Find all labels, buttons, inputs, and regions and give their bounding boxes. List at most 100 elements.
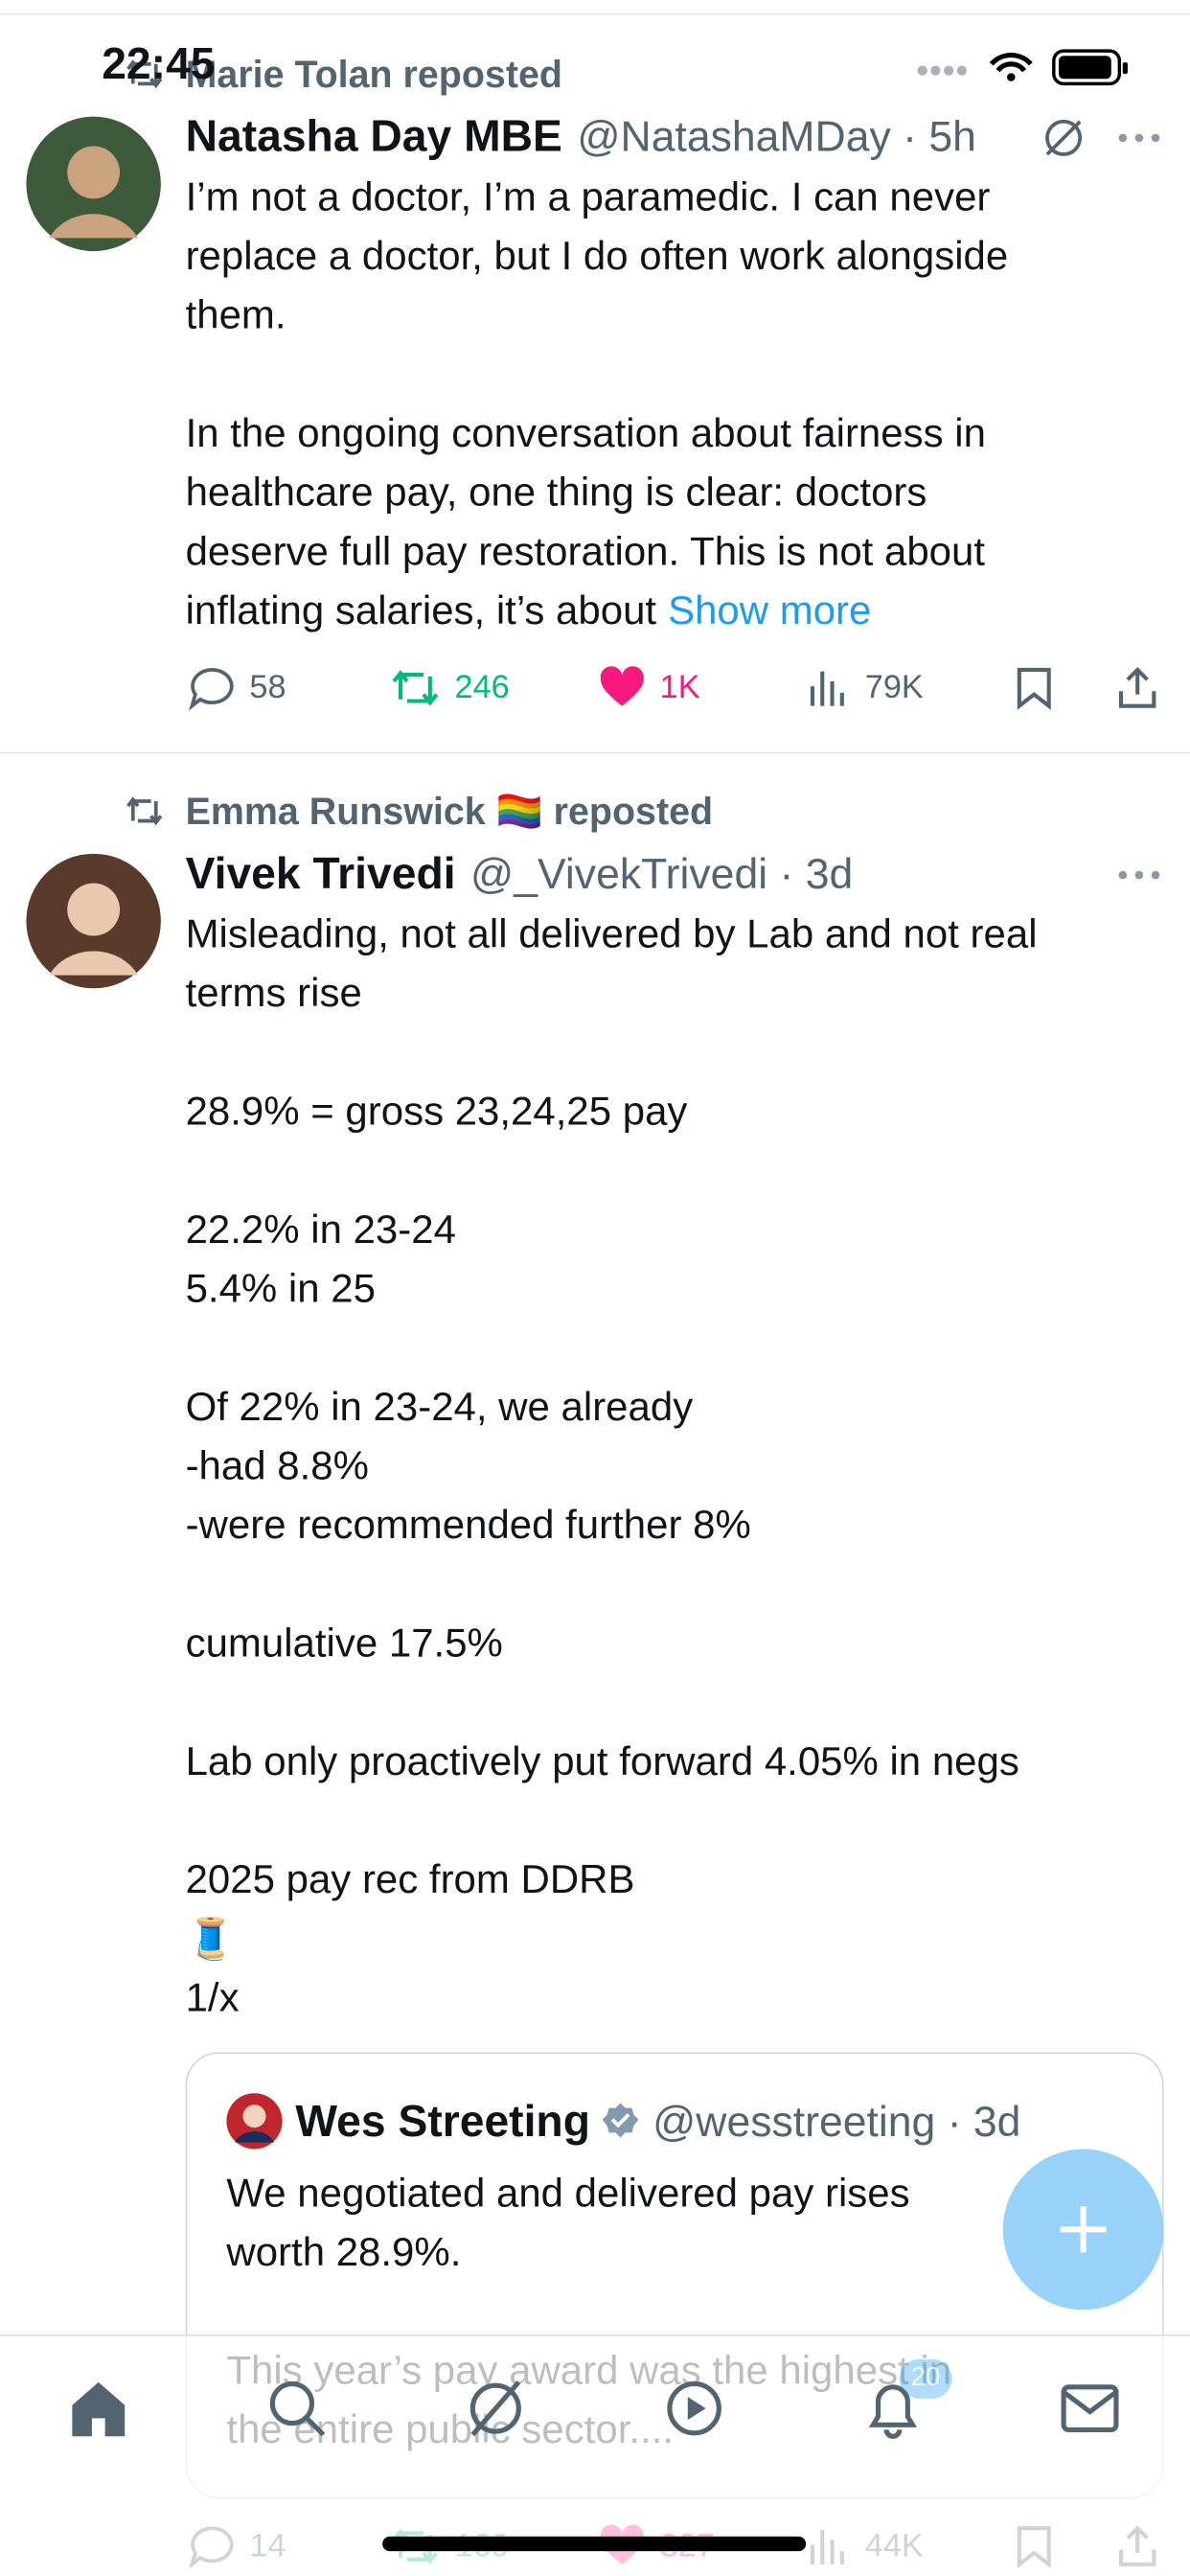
text-line: Of 22% in 23-24, we already <box>185 1385 694 1431</box>
icon-part <box>469 2382 521 2434</box>
top-divider <box>0 12 1190 15</box>
icon-part <box>1118 870 1160 880</box>
icon-part <box>126 58 163 89</box>
like-icon[interactable] <box>599 666 645 710</box>
icon-part <box>305 2416 326 2437</box>
avatar[interactable] <box>26 116 161 252</box>
icon-part <box>188 668 234 711</box>
grok-icon[interactable] <box>467 2379 526 2438</box>
icon-part <box>667 2380 721 2436</box>
text-line: In the ongoing conversation about fairne… <box>185 411 986 457</box>
text-line: Lab only proactively put forward 4.05% i… <box>185 1739 1019 1785</box>
author-name: Natasha Day MBE <box>185 111 562 161</box>
icon-part <box>49 214 138 239</box>
view-count: 79K <box>864 669 924 706</box>
text-line: 1/x <box>185 1976 240 2021</box>
icon-part <box>1062 2389 1118 2415</box>
icon-part <box>1134 870 1144 880</box>
icon-part <box>1122 62 1128 75</box>
icon-part <box>1118 133 1160 143</box>
icon-part <box>956 65 968 76</box>
author-name: Vivek Trivedi <box>185 848 456 899</box>
icon-part <box>1060 2206 1107 2253</box>
icon-part <box>1052 49 1122 86</box>
reply-count: 58 <box>249 669 286 706</box>
icon-part <box>1151 133 1160 143</box>
icon-part <box>269 2380 315 2426</box>
repost-count: 246 <box>454 669 510 706</box>
icon-part <box>1045 119 1083 156</box>
bookmark-icon[interactable] <box>1016 667 1052 710</box>
notification-badge: 20 <box>899 2358 952 2399</box>
author-meta: @NatashaMDay · 5h <box>577 111 976 161</box>
icon-part <box>989 53 1033 73</box>
reposted-by: Emma Runswick 🏳️‍🌈 reposted <box>185 790 714 833</box>
icon-part <box>917 65 968 76</box>
search-icon[interactable] <box>267 2379 327 2438</box>
text-line: them. <box>185 293 286 338</box>
home-indicator <box>382 2536 807 2552</box>
text-line: 5.4% in 25 <box>185 1267 376 1312</box>
icon-part <box>392 670 439 706</box>
text-line: 28.9% = gross 23,24,25 pay <box>185 1090 688 1135</box>
status-icons <box>917 49 1128 86</box>
text-line: 22.2% in 23-24 <box>185 1208 456 1254</box>
text-line: cumulative 17.5% <box>185 1622 503 1667</box>
views-icon[interactable] <box>808 667 851 710</box>
icon-part <box>917 65 927 76</box>
text-line: terms rise <box>185 972 362 1017</box>
text-line: healthcare pay, one thing is clear: doct… <box>185 471 927 516</box>
icon-part <box>234 2131 275 2143</box>
icon-part <box>944 65 954 76</box>
icon-part <box>49 951 138 976</box>
reposted-by: Marie Tolan reposted <box>185 52 562 96</box>
grok-post-icon[interactable] <box>1044 118 1084 157</box>
more-icon[interactable] <box>1118 870 1161 880</box>
icon-part <box>687 2397 706 2421</box>
icon-part <box>1118 133 1128 143</box>
more-icon[interactable] <box>1118 133 1161 143</box>
icon-part <box>1134 133 1144 143</box>
notifications-icon[interactable] <box>863 2379 923 2439</box>
icon-part <box>1118 667 1156 708</box>
icon-part <box>1006 73 1016 81</box>
quote-author-meta: @wesstreeting · 3d <box>652 2096 1021 2147</box>
share-icon[interactable] <box>1116 667 1159 710</box>
messages-icon[interactable] <box>1061 2382 1120 2435</box>
text-line: deserve full pay restoration. This is no… <box>185 530 986 575</box>
repost-icon <box>126 58 163 89</box>
icon-part <box>1058 56 1111 80</box>
repost-action-icon[interactable] <box>391 667 440 710</box>
post-divider <box>0 751 1190 754</box>
text-line: 🧵 <box>185 1917 236 1963</box>
text-line: replace a doctor, but I do often work al… <box>185 234 1009 280</box>
bottom-nav: 20 <box>0 2334 1190 2576</box>
icon-part <box>1151 870 1160 880</box>
text-line: I’m not a doctor, I’m a paramedic. I can… <box>185 175 991 220</box>
verified-badge <box>601 2103 638 2138</box>
icon-part <box>1118 870 1128 880</box>
show-more-link[interactable]: Show more <box>668 589 872 634</box>
text-line: Misleading, not all delivered by Lab and… <box>185 912 1038 957</box>
text-line: We negotiated and delivered pay rises <box>226 2172 910 2217</box>
text-line: -were recommended further 8% <box>185 1504 751 1549</box>
like-count: 1K <box>659 669 700 706</box>
avatar[interactable] <box>26 853 161 989</box>
compose-button[interactable] <box>1002 2149 1164 2311</box>
status-time: 22:45 <box>102 39 216 89</box>
icon-part <box>470 2380 521 2437</box>
icon-part <box>1045 120 1082 156</box>
reply-icon[interactable] <box>187 667 234 711</box>
icon-part <box>868 2384 918 2439</box>
text-line: worth 28.9%. <box>226 2231 462 2276</box>
icon-part <box>930 65 941 76</box>
icon-part <box>67 146 121 199</box>
video-icon[interactable] <box>665 2379 724 2438</box>
icon-part <box>67 883 121 936</box>
icon-part <box>1061 2384 1119 2432</box>
quote-avatar[interactable] <box>226 2093 283 2150</box>
home-icon[interactable] <box>69 2379 128 2438</box>
